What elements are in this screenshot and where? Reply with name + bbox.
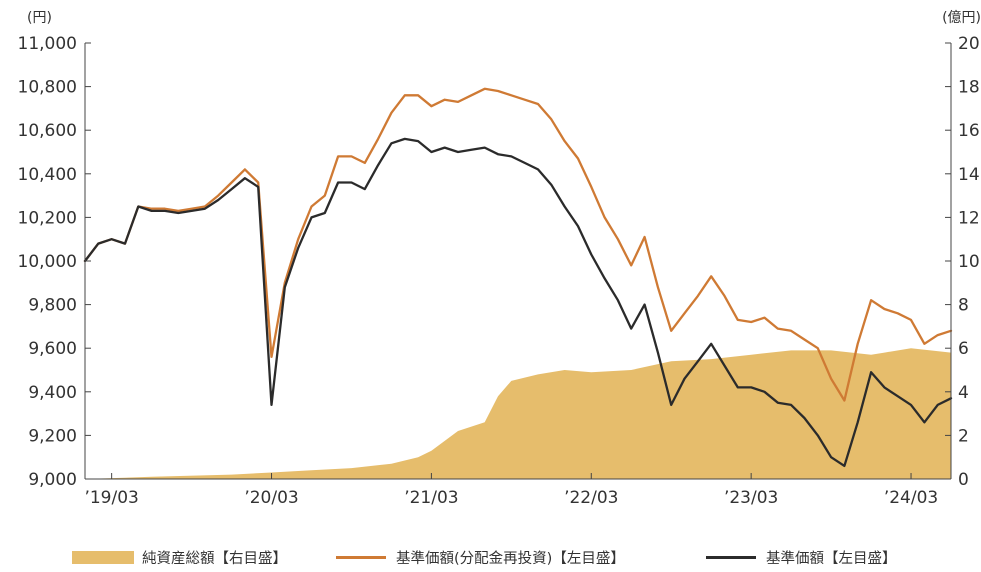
right-tick-label: 2	[958, 426, 969, 446]
left-tick-label: 9,800	[28, 296, 77, 316]
legend-label-net-assets: 純資産総額【右目盛】	[142, 550, 287, 567]
left-tick-label: 10,200	[18, 208, 77, 228]
x-tick-label: ’20/03	[244, 488, 298, 508]
legend-label-nav-reinvested: 基準価額(分配金再投資)【左目盛】	[396, 550, 625, 567]
right-tick-label: 6	[958, 339, 969, 359]
x-tick-label: ’19/03	[84, 488, 138, 508]
legend-item-net-assets: 純資産総額【右目盛】	[72, 544, 287, 570]
left-tick-label: 10,000	[18, 252, 77, 272]
x-tick-label: ’22/03	[564, 488, 618, 508]
right-tick-label: 4	[958, 383, 969, 403]
left-tick-label: 9,600	[28, 339, 77, 359]
right-tick-label: 16	[958, 121, 980, 141]
right-axis-unit: (億円)	[942, 10, 981, 26]
right-tick-label: 0	[958, 470, 969, 490]
fund-performance-chart: (円) (億円) 9,000 9,200 9,400 9,600 9,800 10,000…	[18, 10, 981, 508]
x-tick-label: ’21/03	[404, 488, 458, 508]
left-axis-unit: (円)	[27, 10, 52, 26]
legend: 純資産総額【右目盛】 基準価額(分配金再投資)【左目盛】 基準価額【左目盛】	[0, 544, 981, 570]
legend-item-nav: 基準価額【左目盛】	[706, 544, 897, 570]
left-tick-label: 10,600	[18, 121, 77, 141]
series-nav-line	[83, 137, 953, 468]
legend-swatch-nav-reinvested	[336, 555, 386, 559]
right-tick-label: 12	[958, 208, 980, 228]
right-tick-label: 18	[958, 78, 980, 98]
left-tick-label: 9,000	[28, 470, 77, 490]
legend-item-nav-reinvested: 基準価額(分配金再投資)【左目盛】	[336, 544, 625, 570]
series-nav-reinvested-line	[83, 87, 953, 402]
x-tick-label: ’24/03	[884, 488, 938, 508]
right-tick-label: 20	[958, 34, 980, 54]
x-tick-label: ’23/03	[724, 488, 778, 508]
legend-swatch-nav	[706, 555, 756, 559]
right-tick-label: 14	[958, 165, 980, 185]
right-tick-label: 10	[958, 252, 980, 272]
left-tick-label: 10,400	[18, 165, 77, 185]
legend-swatch-net-assets	[72, 550, 134, 564]
left-tick-label: 9,400	[28, 383, 77, 403]
series-net-assets-area	[85, 348, 951, 479]
left-tick-label: 11,000	[18, 34, 77, 54]
left-tick-label: 9,200	[28, 426, 77, 446]
right-tick-label: 8	[958, 296, 969, 316]
legend-label-nav: 基準価額【左目盛】	[766, 550, 897, 567]
left-tick-label: 10,800	[18, 78, 77, 98]
